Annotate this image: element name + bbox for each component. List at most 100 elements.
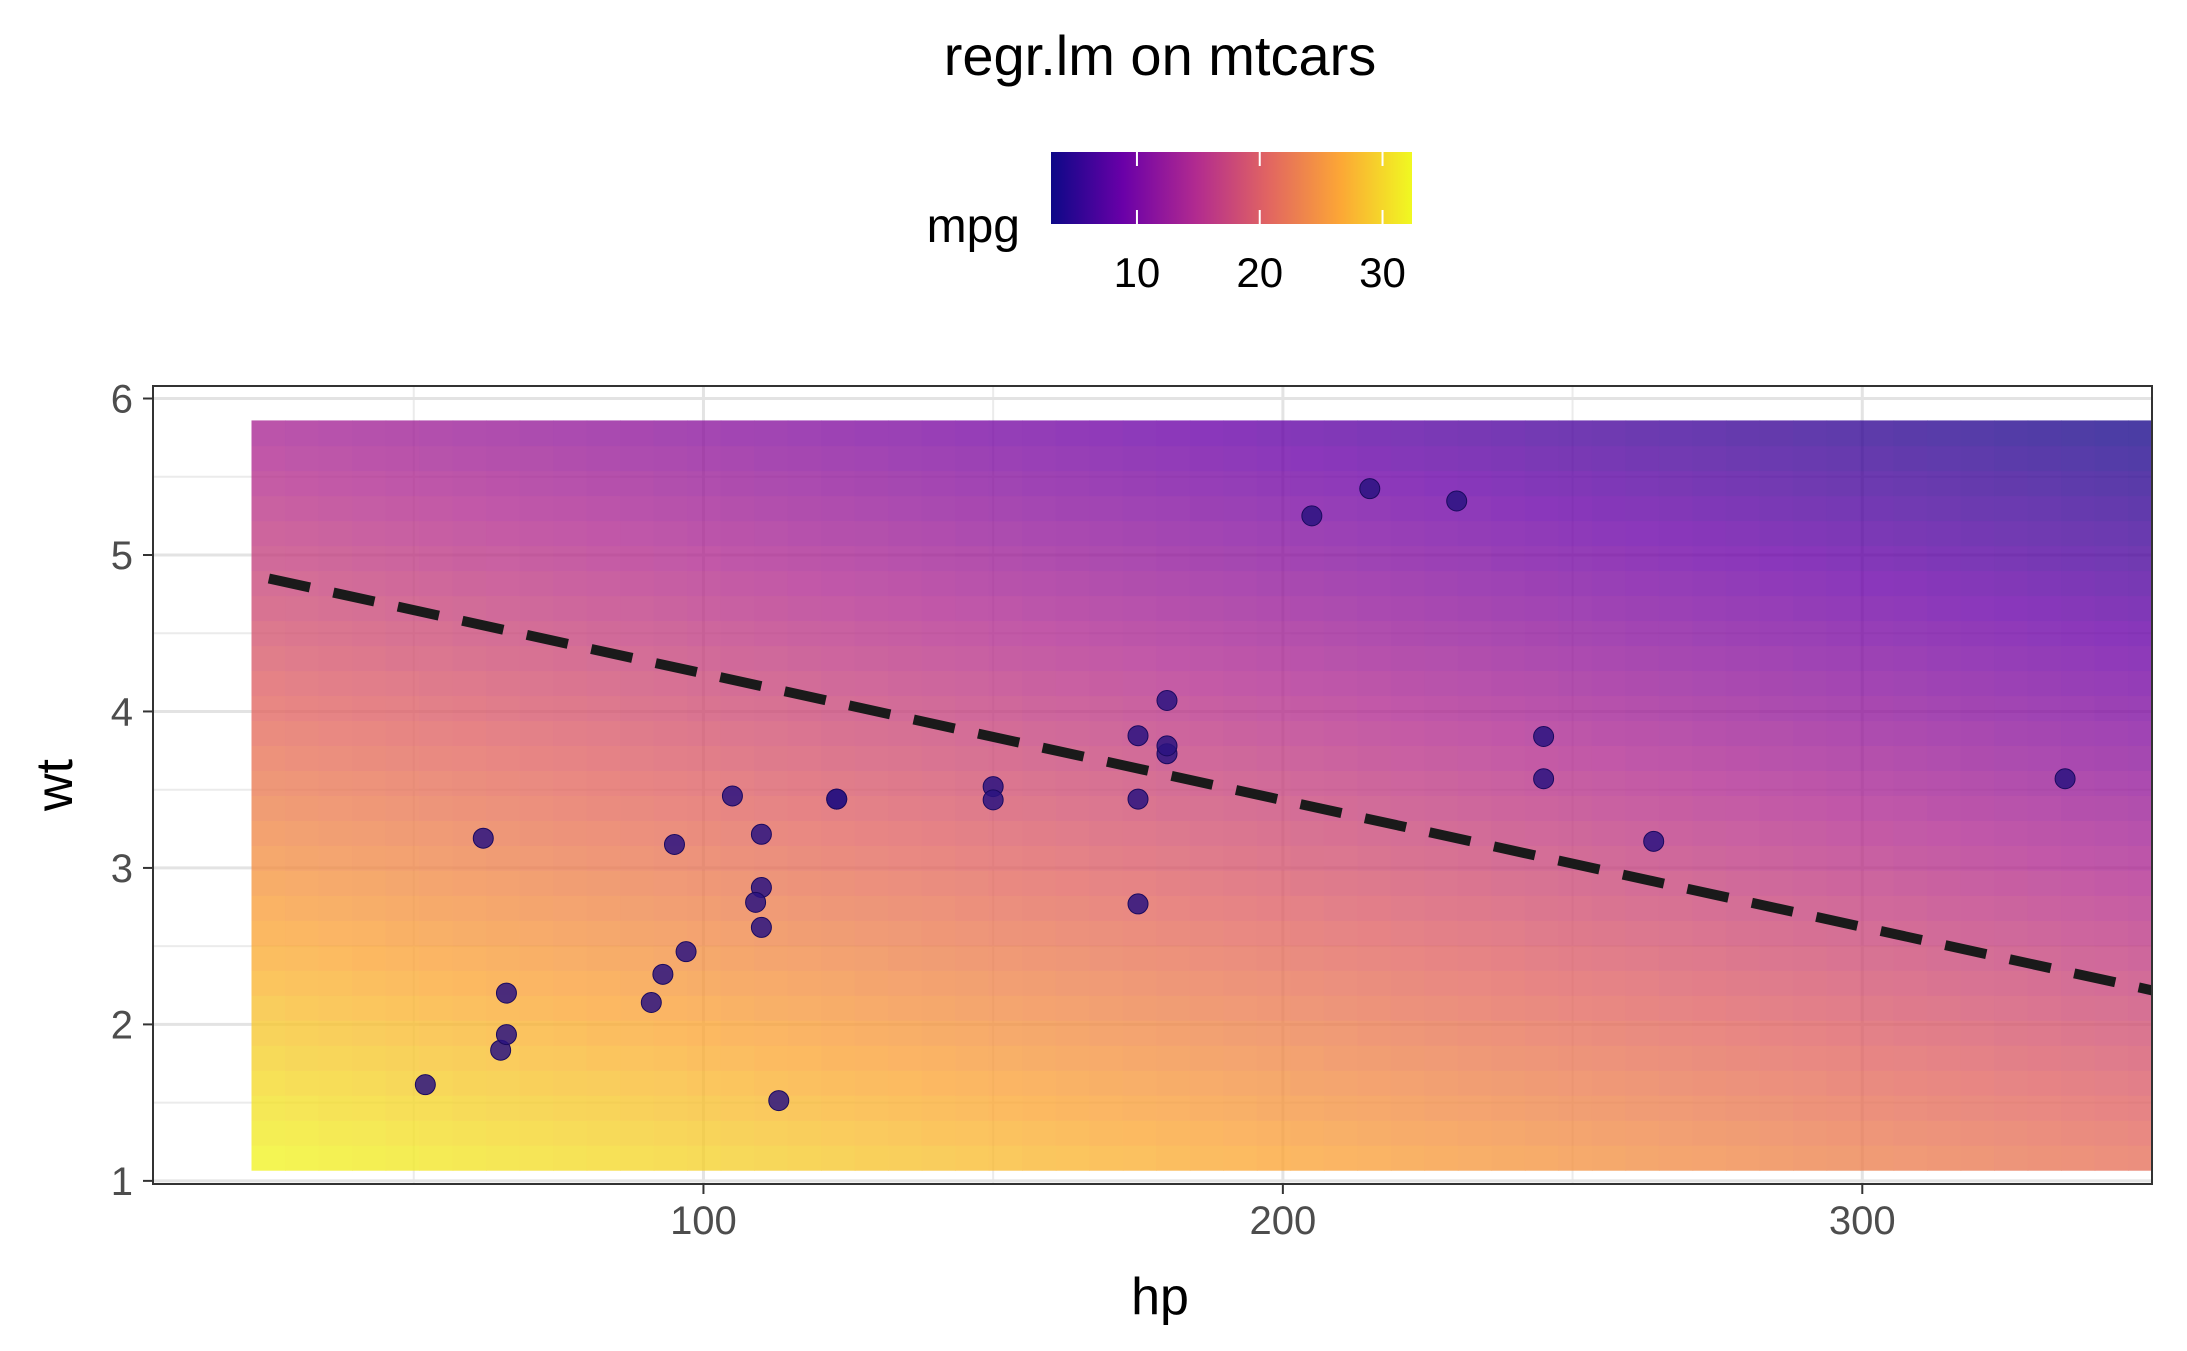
- surface-cell: [787, 920, 822, 946]
- surface-cell: [251, 545, 286, 572]
- surface-cell: [1558, 720, 1593, 747]
- surface-cell: [1994, 620, 2029, 647]
- surface-cell: [1457, 1020, 1493, 1046]
- surface-cell: [519, 1094, 554, 1121]
- surface-cell: [2094, 795, 2129, 821]
- surface-cell: [1122, 920, 1158, 946]
- surface-cell: [1893, 820, 1928, 846]
- surface-cell: [2094, 1094, 2129, 1121]
- surface-cell: [586, 1069, 621, 1096]
- surface-cell: [1558, 470, 1593, 497]
- surface-cell: [1424, 420, 1459, 447]
- surface-cell: [1055, 695, 1091, 722]
- surface-cell: [1256, 895, 1292, 921]
- surface-cell: [419, 420, 454, 447]
- surface-cell: [2128, 795, 2152, 821]
- surface-cell: [1558, 420, 1593, 447]
- surface-cell: [1189, 845, 1225, 871]
- surface-cell: [687, 420, 722, 447]
- surface-cell: [1290, 820, 1325, 846]
- surface-cell: [1390, 1020, 1426, 1046]
- surface-cell: [1759, 795, 1794, 821]
- surface-cell: [1859, 1020, 1895, 1046]
- surface-cell: [586, 1045, 621, 1071]
- surface-cell: [1223, 1069, 1258, 1096]
- data-point: [472, 827, 494, 849]
- surface-cell: [318, 1020, 353, 1046]
- surface-cell: [553, 1119, 588, 1146]
- surface-cell: [620, 920, 655, 946]
- surface-cell: [1960, 920, 1995, 946]
- surface-cell: [1122, 520, 1158, 547]
- surface-cell: [1189, 1094, 1225, 1121]
- surface-cell: [955, 845, 990, 871]
- surface-cell: [385, 920, 420, 946]
- surface-cell: [452, 1069, 487, 1096]
- surface-cell: [1524, 1094, 1560, 1121]
- surface-cell: [486, 1069, 521, 1096]
- surface-cell: [921, 970, 957, 996]
- surface-cell: [1524, 620, 1560, 647]
- surface-cell: [1994, 670, 2029, 697]
- surface-cell: [352, 1119, 387, 1146]
- surface-cell: [452, 795, 487, 821]
- surface-cell: [1692, 695, 1727, 722]
- surface-cell: [1290, 895, 1325, 921]
- surface-cell: [1625, 895, 1660, 921]
- surface-cell: [1558, 545, 1593, 572]
- surface-cell: [1223, 745, 1258, 771]
- surface-cell: [821, 1119, 856, 1146]
- surface-cell: [1055, 470, 1091, 497]
- surface-cell: [452, 1119, 487, 1146]
- surface-cell: [1893, 520, 1928, 547]
- surface-cell: [285, 770, 320, 796]
- surface-cell: [988, 970, 1024, 996]
- surface-cell: [419, 545, 454, 572]
- surface-cell: [1926, 745, 1962, 771]
- surface-cell: [1323, 820, 1359, 846]
- surface-cell: [1759, 920, 1794, 946]
- surface-cell: [385, 870, 420, 896]
- surface-cell: [1893, 470, 1928, 497]
- surface-cell: [1424, 445, 1459, 472]
- surface-cell: [1625, 620, 1660, 647]
- surface-cell: [553, 995, 588, 1021]
- surface-cell: [1189, 470, 1225, 497]
- surface-cell: [385, 445, 420, 472]
- surface-cell: [352, 695, 387, 722]
- surface-cell: [988, 470, 1024, 497]
- surface-cell: [1256, 520, 1292, 547]
- surface-cell: [352, 545, 387, 572]
- surface-cell: [486, 1094, 521, 1121]
- surface-cell: [1725, 1069, 1761, 1096]
- surface-cell: [1390, 495, 1426, 522]
- surface-cell: [1223, 570, 1258, 597]
- surface-cell: [2128, 420, 2152, 447]
- surface-cell: [519, 970, 554, 996]
- surface-cell: [1290, 770, 1325, 796]
- surface-cell: [318, 1069, 353, 1096]
- surface-cell: [1223, 845, 1258, 871]
- surface-cell: [687, 870, 722, 896]
- surface-cell: [385, 1094, 420, 1121]
- surface-cell: [1022, 945, 1057, 971]
- surface-cell: [1256, 945, 1292, 971]
- surface-cell: [1457, 670, 1493, 697]
- surface-cell: [955, 545, 990, 572]
- surface-cell: [1759, 620, 1794, 647]
- surface-cell: [821, 470, 856, 497]
- surface-cell: [1524, 645, 1560, 672]
- surface-cell: [687, 795, 722, 821]
- surface-cell: [586, 770, 621, 796]
- surface-cell: [251, 770, 286, 796]
- surface-cell: [988, 945, 1024, 971]
- surface-cell: [921, 895, 957, 921]
- surface-cell: [385, 645, 420, 672]
- surface-cell: [921, 870, 957, 896]
- surface-cell: [553, 595, 588, 622]
- surface-cell: [1792, 745, 1828, 771]
- surface-cell: [1223, 870, 1258, 896]
- surface-cell: [352, 570, 387, 597]
- surface-cell: [1022, 845, 1057, 871]
- surface-cell: [251, 995, 286, 1021]
